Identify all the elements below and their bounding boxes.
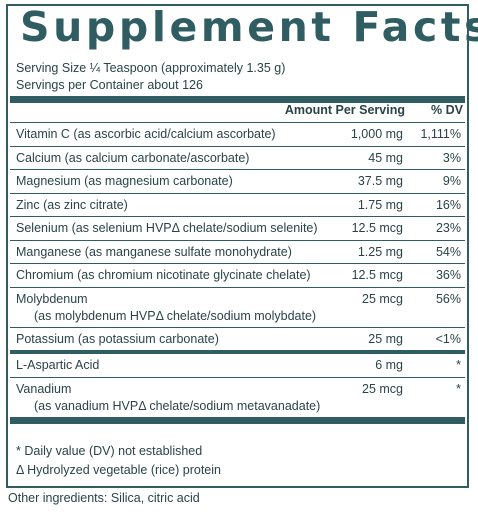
nutrient-dv: 3%: [442, 150, 461, 165]
nutrient-name-line: Manganese (as manganese sulfate monohydr…: [16, 244, 292, 259]
footnote-hvp: Δ Hydrolyzed vegetable (rice) protein: [16, 463, 221, 477]
nutrient-name: Zinc (as zinc citrate): [16, 197, 128, 214]
nutrient-dv: *: [456, 358, 461, 372]
nutrient-name-line: Magnesium (as magnesium carbonate): [16, 174, 233, 188]
nutrient-name: Calcium (as calcium carbonate/ascorbate): [16, 150, 249, 167]
nutrient-dv: *: [456, 382, 461, 396]
nutrient-name-line: Potassium (as potassium carbonate): [16, 331, 219, 346]
nutrient-dv: 36%: [435, 268, 461, 282]
nutrient-name: Manganese (as manganese sulfate monohydr…: [16, 244, 292, 261]
nutrient-name-line: Chromium (as chromium nicotinate glycina…: [16, 268, 311, 282]
nutrient-source-line: (as molybdenum HVPΔ chelate/sodium molyb…: [34, 308, 317, 323]
servings-per-container: Servings per Container about 126: [16, 78, 203, 92]
nutrient-amount: 1.25 mg: [357, 244, 403, 259]
nutrient-amount: 6 mg: [375, 358, 403, 372]
nutrient-amount: 25 mcg: [362, 291, 403, 306]
row-divider: [10, 239, 465, 241]
nutrient-name: Selenium (as selenium HVPΔ chelate/sodiu…: [16, 220, 318, 237]
nutrient-dv: 56%: [435, 291, 461, 306]
nutrient-dv: <1%: [435, 331, 461, 346]
nutrient-name-line: L-Aspartic Acid: [16, 358, 100, 372]
nutrient-source-line: (as vanadium HVPΔ chelate/sodium metavan…: [34, 399, 321, 413]
serving-size: Serving Size ¼ Teaspoon (approximately 1…: [16, 61, 286, 75]
supplement-facts-panel: Supplement Facts Serving Size ¼ Teaspoon…: [6, 3, 478, 488]
nutrient-dv: 1,111%: [420, 127, 461, 141]
nutrient-amount: 25 mg: [368, 331, 403, 346]
row-divider: [10, 192, 465, 194]
footnote-dv: * Daily value (DV) not established: [16, 444, 203, 458]
other-ingredients: Other ingredients: Silica, citric acid: [8, 491, 200, 505]
nutrient-name: Vitamin C (as ascorbic acid/calcium asco…: [16, 126, 276, 143]
nutrient-amount: 45 mg: [368, 150, 403, 165]
nutrient-dv: 16%: [435, 197, 461, 212]
nutrient-name-line: Vitamin C (as ascorbic acid/calcium asco…: [16, 127, 276, 141]
row-divider: [10, 122, 465, 123]
nutrient-name-line: Calcium (as calcium carbonate/ascorbate): [16, 150, 250, 165]
nutrient-name-line: Selenium (as selenium HVPΔ chelate/sodiu…: [16, 221, 318, 235]
panel-title: Supplement Facts: [20, 3, 478, 51]
nutrient-name: Potassium (as potassium carbonate): [16, 331, 219, 348]
nutrient-amount: 25 mcg: [362, 382, 403, 396]
row-divider: [10, 169, 465, 170]
row-divider: [10, 145, 465, 147]
nutrient-dv: 54%: [435, 244, 461, 259]
nutrient-amount: 12.5 mcg: [351, 268, 403, 282]
nutrient-amount: 1.75 mg: [357, 197, 403, 212]
nutrient-amount: 12.5 mcg: [351, 221, 403, 235]
header-amount: Amount Per Serving: [284, 103, 405, 117]
nutrient-dv: 9%: [442, 174, 461, 188]
nutrient-name: Vanadium (as vanadium HVPΔ chelate/sodium…: [16, 381, 320, 415]
thick-rule-bottom: [10, 417, 465, 424]
row-divider: [10, 286, 465, 288]
nutrient-name: Chromium (as chromium nicotinate glycina…: [16, 267, 311, 284]
nutrient-name: Magnesium (as magnesium carbonate): [16, 173, 233, 190]
row-divider: [10, 263, 465, 264]
row-divider: [10, 216, 465, 217]
nutrient-name-line: Molybdenum: [16, 291, 88, 306]
nutrient-amount: 1,000 mg: [350, 127, 403, 141]
nutrient-amount: 37.5 mg: [357, 174, 403, 188]
row-divider: [10, 377, 465, 378]
nutrient-name-line: Vanadium: [16, 382, 72, 396]
nutrient-dv: 23%: [435, 221, 461, 235]
nutrient-name: Molybdenum (as molybdenum HVPΔ chelate/so…: [16, 291, 316, 325]
medium-rule: [10, 350, 465, 354]
row-divider: [10, 326, 465, 328]
nutrient-name-line: Zinc (as zinc citrate): [16, 197, 128, 212]
header-dv: % DV: [431, 103, 463, 117]
nutrient-name: L-Aspartic Acid: [16, 357, 99, 374]
thick-rule-top: [10, 96, 465, 103]
